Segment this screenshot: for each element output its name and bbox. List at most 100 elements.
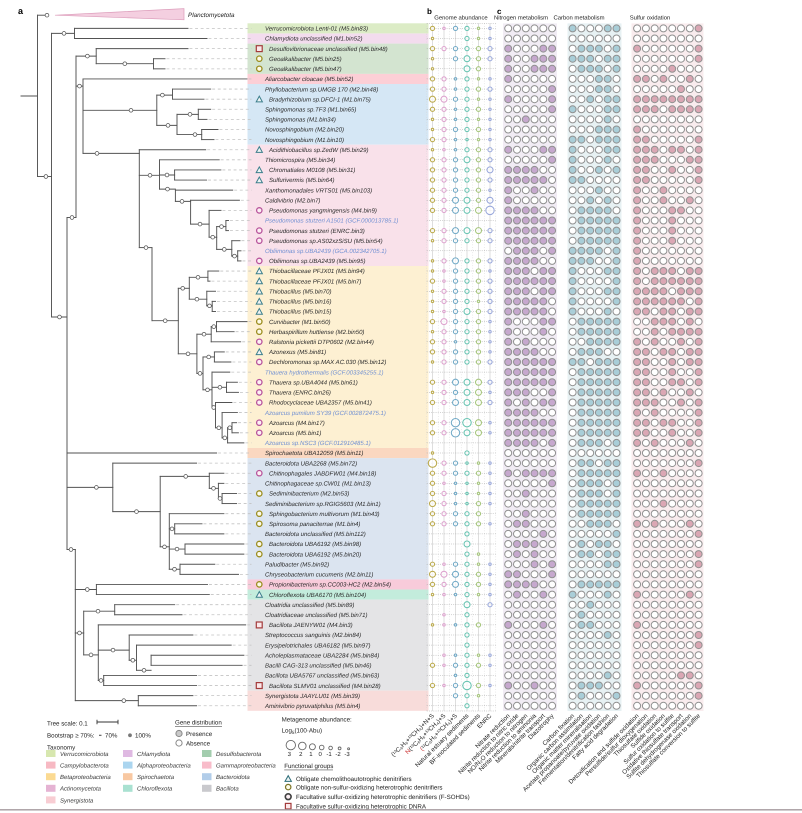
svg-text:Novosphingobium (M2.bin20): Novosphingobium (M2.bin20) xyxy=(265,127,344,134)
svg-text:Genome abundance: Genome abundance xyxy=(434,15,488,22)
svg-text:Aliarcobacter cloacae (M5.bin5: Aliarcobacter cloacae (M5.bin52) xyxy=(264,76,353,83)
svg-text:Chlamydiota unclassified (M1.b: Chlamydiota unclassified (M1.bin52) xyxy=(265,36,362,43)
svg-text:Metagenome abundance:: Metagenome abundance: xyxy=(282,717,352,724)
svg-text:Taxonomy: Taxonomy xyxy=(47,745,76,752)
svg-text:Thauera sp.UBA4044 (M5.bin61): Thauera sp.UBA4044 (M5.bin61) xyxy=(269,379,358,386)
svg-text:2: 2 xyxy=(299,751,303,758)
svg-text:c: c xyxy=(497,7,502,16)
svg-text:Paludibacter (M5.bin92): Paludibacter (M5.bin92) xyxy=(265,561,329,568)
svg-text:Bootstrap ≥ 70%:: Bootstrap ≥ 70%: xyxy=(47,733,95,740)
svg-text:Chitinophagales JABDFW01 (M4.b: Chitinophagales JABDFW01 (M4.bin18) xyxy=(269,470,376,477)
svg-text:Chlamydiota: Chlamydiota xyxy=(137,751,171,758)
svg-text:Ralstonia pickettii DTP0602 (M: Ralstonia pickettii DTP0602 (M2.bin44) xyxy=(269,339,374,346)
svg-text:Cloatridia unclassified (M5.bi: Cloatridia unclassified (M5.bin89) xyxy=(265,602,354,609)
svg-text:Verrucomicrobiota: Verrucomicrobiota xyxy=(60,751,109,758)
svg-text:Actinomycetota: Actinomycetota xyxy=(59,786,102,793)
svg-text:Carbon metabolism: Carbon metabolism xyxy=(553,15,604,22)
svg-text:Azoarcus (M4.bin17): Azoarcus (M4.bin17) xyxy=(268,420,325,427)
svg-text:Chloroflexota UBA6170 (M5.bin1: Chloroflexota UBA6170 (M5.bin104) xyxy=(269,592,366,599)
svg-text:Synergistota: Synergistota xyxy=(60,797,94,804)
svg-text:Synergistota JAAYLU01 (M5.bin3: Synergistota JAAYLU01 (M5.bin39) xyxy=(265,693,360,700)
svg-text:Pseudomonas sp.AS02xzSiSU (M5.: Pseudomonas sp.AS02xzSiSU (M5.bin54) xyxy=(269,238,383,245)
svg-text:Spirochaetota UBA12059 (M5.bin: Spirochaetota UBA12059 (M5.bin11) xyxy=(265,450,363,457)
svg-text:Pseudomonas stutzeri A1501 (GC: Pseudomonas stutzeri A1501 (GCF.00001378… xyxy=(265,218,398,225)
svg-text:Alphaproteobacteria: Alphaproteobacteria xyxy=(136,763,191,770)
svg-text:Azoarcus sp.NSC3 (GCF.01291048: Azoarcus sp.NSC3 (GCF.012910485.1) xyxy=(264,440,371,447)
svg-text:Dechloromonas sp.MAX AC.030 (M: Dechloromonas sp.MAX AC.030 (M5.bin12) xyxy=(269,359,386,366)
svg-text:Thiobacillaceae PFJX01 (M5.bin: Thiobacillaceae PFJX01 (M5.bin94) xyxy=(269,268,365,275)
svg-text:Betaproteobacteria: Betaproteobacteria xyxy=(60,774,111,781)
svg-text:Bacilli CAG-313 unclassified (: Bacilli CAG-313 unclassified (M5.bin46) xyxy=(265,663,372,670)
svg-text:Nitrogen metabolism: Nitrogen metabolism xyxy=(494,15,548,22)
svg-text:Bacteroidota UBA2268 (M5.bin72: Bacteroidota UBA2268 (M5.bin72) xyxy=(265,460,357,467)
svg-text:Thiobacillus (M5.bin70): Thiobacillus (M5.bin70) xyxy=(269,289,332,296)
svg-text:Bacteroidota unclassified (M5.: Bacteroidota unclassified (M5.bin112) xyxy=(265,531,366,538)
svg-text:Novosphingobium (M1.bin10): Novosphingobium (M1.bin10) xyxy=(265,137,344,144)
svg-text:Cloatridiaceae unclassified (M: Cloatridiaceae unclassified (M5.bin71) xyxy=(265,612,368,619)
svg-text:Streptococcus sanguinis (M2.bi: Streptococcus sanguinis (M2.bin84) xyxy=(265,632,361,639)
svg-text:Azoarcus pumilum SY39 (GCF.002: Azoarcus pumilum SY39 (GCF.002872475.1) xyxy=(264,410,386,417)
svg-text:Functional groups: Functional groups xyxy=(284,763,333,770)
svg-text:Spirochaetota: Spirochaetota xyxy=(137,774,175,781)
svg-text:Gammaproteobacteria: Gammaproteobacteria xyxy=(216,763,276,770)
svg-text:Chromatiales M0108 (M5.bin31): Chromatiales M0108 (M5.bin31) xyxy=(269,167,355,174)
svg-text:Herbaspirillum huttiense (M2.b: Herbaspirillum huttiense (M2.bin50) xyxy=(269,329,364,336)
svg-text:Obliimonas sp.UBA2439 (M5.bin9: Obliimonas sp.UBA2439 (M5.bin95) xyxy=(269,258,365,265)
svg-text:100%: 100% xyxy=(135,733,151,740)
svg-text:Thiobacillaceae PFJX01 (M5.bin: Thiobacillaceae PFJX01 (M5.bin7) xyxy=(269,278,361,285)
svg-text:Propionibacterium sp.CC003-HC2: Propionibacterium sp.CC003-HC2 (M2.bin54… xyxy=(269,582,391,589)
svg-text:Spirosoma panaciterrae (M1.bin: Spirosoma panaciterrae (M1.bin4) xyxy=(269,521,360,528)
svg-text:Verrucomicrobiota Lenti-01 (M5: Verrucomicrobiota Lenti-01 (M5.bin83) xyxy=(265,26,368,33)
svg-text:Absence: Absence xyxy=(186,741,211,748)
svg-text:Chloroflexota: Chloroflexota xyxy=(137,786,173,793)
svg-text:Thiobacillus (M5.bin15): Thiobacillus (M5.bin15) xyxy=(269,309,332,316)
svg-text:Gene distribution: Gene distribution xyxy=(175,720,222,727)
svg-text:Geoalkalibacter (M5.bin47): Geoalkalibacter (M5.bin47) xyxy=(269,66,342,73)
svg-text:Obligate non-sulfur-oxidizing: Obligate non-sulfur-oxidizing heterotrop… xyxy=(296,784,443,791)
svg-text:Facultative sulfur-oxidizing h: Facultative sulfur-oxidizing heterotroph… xyxy=(296,803,427,810)
svg-text:Presence: Presence xyxy=(186,731,213,738)
svg-text:Sphingomonas (M1.bin34): Sphingomonas (M1.bin34) xyxy=(265,117,336,124)
svg-text:Obligate chemolithoautotrophic: Obligate chemolithoautotrophic denitrifi… xyxy=(296,776,412,783)
svg-text:Geoalkalibacter (M5.bin25): Geoalkalibacter (M5.bin25) xyxy=(269,56,342,63)
svg-text:Xanthomonadales VRTS01 (M5.bin: Xanthomonadales VRTS01 (M5.bin103) xyxy=(264,187,372,194)
svg-text:Log5(100·Abu): Log5(100·Abu) xyxy=(282,728,322,736)
svg-text:3: 3 xyxy=(288,751,292,758)
svg-text:Obliimonas sp.UBA2439 (GCA.002: Obliimonas sp.UBA2439 (GCA.002342705.1) xyxy=(265,248,387,255)
svg-text:Chitinophagaceae sp.CW01 (M1.b: Chitinophagaceae sp.CW01 (M1.bin13) xyxy=(265,481,371,488)
svg-text:Bacillota SLMV01 unclassified: Bacillota SLMV01 unclassified (M4.bin28) xyxy=(269,683,381,690)
svg-text:Thiomicrospira (M5.bin34): Thiomicrospira (M5.bin34) xyxy=(265,157,335,164)
svg-text:Bacteroidota UBA6192 (M5.bin20: Bacteroidota UBA6192 (M5.bin20) xyxy=(269,551,361,558)
svg-text:Thauera hydrothermalis (GCF.00: Thauera hydrothermalis (GCF.003345255.1) xyxy=(265,369,384,376)
svg-text:Bradyrhizobium sp.DFCI-1 (M1.b: Bradyrhizobium sp.DFCI-1 (M1.bin75) xyxy=(269,96,371,103)
svg-text:Aminivibrio pyruvatiphilus (M5: Aminivibrio pyruvatiphilus (M5.bin4) xyxy=(264,703,360,710)
svg-text:Azonexus (M5.bin81): Azonexus (M5.bin81) xyxy=(268,349,326,356)
svg-text:Sediminibacterium (M2.bin53): Sediminibacterium (M2.bin53) xyxy=(269,491,349,498)
svg-text:Thauera (ENRC.bin26): Thauera (ENRC.bin26) xyxy=(269,390,331,397)
svg-text:Acholeplasmataceae UBA2284 (M5: Acholeplasmataceae UBA2284 (M5.bin84) xyxy=(264,652,379,659)
svg-text:Facultative sulfur-oxidizing h: Facultative sulfur-oxidizing heterotroph… xyxy=(296,794,470,801)
svg-text:Campylobacterota: Campylobacterota xyxy=(60,763,109,770)
svg-text:-3: -3 xyxy=(344,751,350,758)
svg-text:-2: -2 xyxy=(335,751,341,758)
svg-text:Pseudomonas stutzeri (ENRC.bin: Pseudomonas stutzeri (ENRC.bin3) xyxy=(269,228,365,235)
svg-text:0: 0 xyxy=(319,751,323,758)
svg-text:Bacillota UBA5767 unclassified: Bacillota UBA5767 unclassified (M5.bin63… xyxy=(265,673,379,680)
svg-text:Azoarcus (M5.bin1): Azoarcus (M5.bin1) xyxy=(268,430,321,437)
svg-text:Sediminibacterium sp.RGIG5603: Sediminibacterium sp.RGIG5603 (M1.bin1) xyxy=(265,501,381,508)
svg-text:Chryseobacterium cucumeris (M2: Chryseobacterium cucumeris (M2.bin11) xyxy=(265,572,373,579)
svg-text:Tree scale: 0.1: Tree scale: 0.1 xyxy=(47,721,88,728)
svg-text:Sulfurivermis (M5.bin64): Sulfurivermis (M5.bin64) xyxy=(269,177,335,184)
svg-text:b: b xyxy=(427,7,432,16)
svg-text:Thiobacillus (M5.bin16): Thiobacillus (M5.bin16) xyxy=(269,299,332,306)
svg-text:Erysipelotrichales UBA6182 (M5: Erysipelotrichales UBA6182 (M5.bin97) xyxy=(265,642,371,649)
svg-text:Acidithiobacillus sp.ZedW (M5.: Acidithiobacillus sp.ZedW (M5.bin29) xyxy=(268,147,368,154)
svg-text:Rhodocyclaceae UBA2357 (M5.bin: Rhodocyclaceae UBA2357 (M5.bin41) xyxy=(269,400,372,407)
svg-text:Bacillota: Bacillota xyxy=(216,786,239,793)
svg-text:Pseudomonas yangmingensis (M4.: Pseudomonas yangmingensis (M4.bin9) xyxy=(269,208,377,215)
svg-text:1: 1 xyxy=(309,751,313,758)
svg-text:Sphingobacterium multivorum (M: Sphingobacterium multivorum (M1.bin43) xyxy=(269,511,380,518)
svg-text:Planctomycetota: Planctomycetota xyxy=(188,12,235,19)
svg-text:Bacteroidota UBA6192 (M5.bin98: Bacteroidota UBA6192 (M5.bin98) xyxy=(269,541,361,548)
svg-text:Desulfobacterota: Desulfobacterota xyxy=(216,751,262,758)
